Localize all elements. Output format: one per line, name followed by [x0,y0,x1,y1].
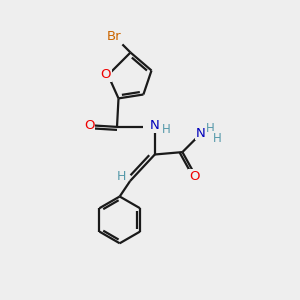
Text: N: N [150,119,160,132]
Text: H: H [117,170,127,183]
Text: O: O [84,119,95,132]
Text: Br: Br [107,30,121,44]
Text: H: H [212,131,221,145]
Text: O: O [100,68,111,82]
Text: H: H [161,123,170,136]
Text: H: H [206,122,215,135]
Text: O: O [189,169,200,183]
Text: N: N [196,127,205,140]
